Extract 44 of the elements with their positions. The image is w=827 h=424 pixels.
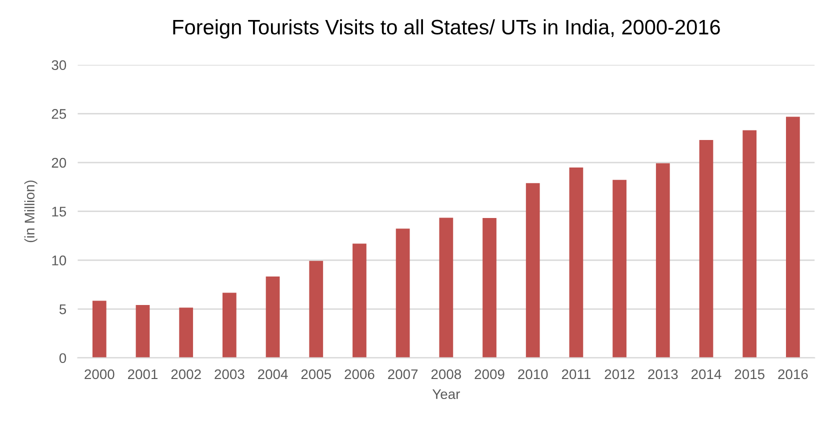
bar (222, 292, 236, 358)
chart-title: Foreign Tourists Visits to all States/ UTs in India, 2000-2016 (173, 19, 720, 39)
y-tick-label: 15 (52, 206, 66, 217)
x-tick-label: 2008 (431, 369, 462, 380)
y-tick-label: 5 (59, 304, 66, 314)
bar (352, 244, 366, 358)
x-tick-label: 2007 (388, 369, 418, 380)
x-tick-label: 2001 (128, 369, 158, 380)
bar (786, 116, 800, 358)
bar (92, 300, 106, 358)
x-tick-label: 2004 (258, 369, 288, 380)
bar (179, 308, 194, 358)
y-tick-label: 25 (52, 109, 66, 119)
x-tick-label: 2003 (214, 369, 244, 380)
x-tick-label: 2014 (691, 369, 722, 380)
bar (266, 276, 280, 358)
bar (439, 218, 454, 358)
y-tick-label: 10 (52, 256, 66, 266)
y-tick-label: 30 (52, 60, 66, 70)
bar (396, 228, 410, 358)
bar (742, 130, 757, 358)
x-tick-label: 2010 (518, 369, 548, 380)
y-tick-label: 0 (59, 353, 66, 364)
y-axis-title: (in Million) (24, 180, 38, 242)
x-tick-label: 2011 (562, 369, 590, 380)
bar (569, 168, 584, 358)
x-axis-title: Year (432, 389, 460, 400)
bar (612, 180, 626, 358)
x-tick-label: 2002 (171, 369, 201, 380)
x-tick-label: 2015 (734, 369, 764, 380)
x-tick-label: 2012 (604, 369, 634, 380)
x-tick-label: 2009 (474, 369, 504, 380)
bar (136, 305, 150, 358)
x-tick-label: 2005 (301, 369, 331, 380)
x-tick-label: 2013 (648, 369, 678, 380)
y-tick-label: 20 (52, 158, 66, 168)
bar (526, 183, 540, 358)
bar (699, 140, 714, 358)
x-tick-label: 2000 (84, 369, 114, 380)
bar (656, 163, 670, 358)
bar (482, 218, 496, 358)
x-tick-label: 2006 (344, 369, 374, 380)
bar (309, 260, 324, 358)
x-tick-label: 2016 (778, 369, 808, 380)
